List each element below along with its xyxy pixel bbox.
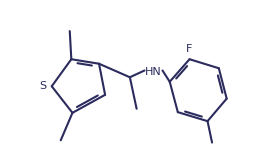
Text: F: F xyxy=(186,44,193,54)
Text: S: S xyxy=(40,81,47,91)
Text: HN: HN xyxy=(145,67,162,77)
